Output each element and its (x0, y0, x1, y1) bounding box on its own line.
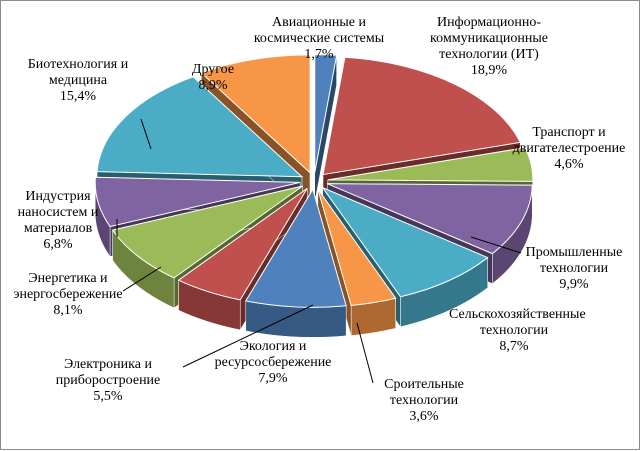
slice-label-2: Транспорт и двигателестроение 4,6% (512, 125, 626, 172)
slice-label-7: Электроника и приборостроение 5,5% (55, 357, 161, 404)
slice-label-4: Сельскохозяйственные технологии 8,7% (449, 307, 586, 354)
slice-label-11: Другое 8,9% (191, 62, 235, 93)
slice-label-6: Экология и ресурсосбережение 7,9% (214, 339, 332, 386)
pie-slice-6 (245, 188, 347, 338)
slice-label-9: Индустрия наносистем и материалов 6,8% (17, 189, 99, 252)
pie-slice-5 (317, 188, 397, 336)
pie-slice-0 (314, 54, 338, 203)
leader-line-3 (470, 236, 522, 254)
slice-label-5: Сроительные технологии 3,6% (384, 377, 464, 424)
leader-line-5 (356, 322, 374, 384)
slice-label-8: Энергетика и энергосбережение 8,1% (13, 271, 123, 318)
slice-label-1: Информационно-коммуникационные технологи… (430, 15, 548, 78)
leader-line-7 (182, 304, 314, 368)
slice-label-3: Промышленные технологии 9,9% (525, 245, 623, 292)
slice-label-0: Авиационные и космические системы 1,7% (253, 15, 385, 62)
slice-label-10: Биотехнология и медицина 15,4% (27, 57, 129, 104)
leader-line-8 (122, 266, 162, 292)
leader-line-10 (140, 118, 152, 150)
